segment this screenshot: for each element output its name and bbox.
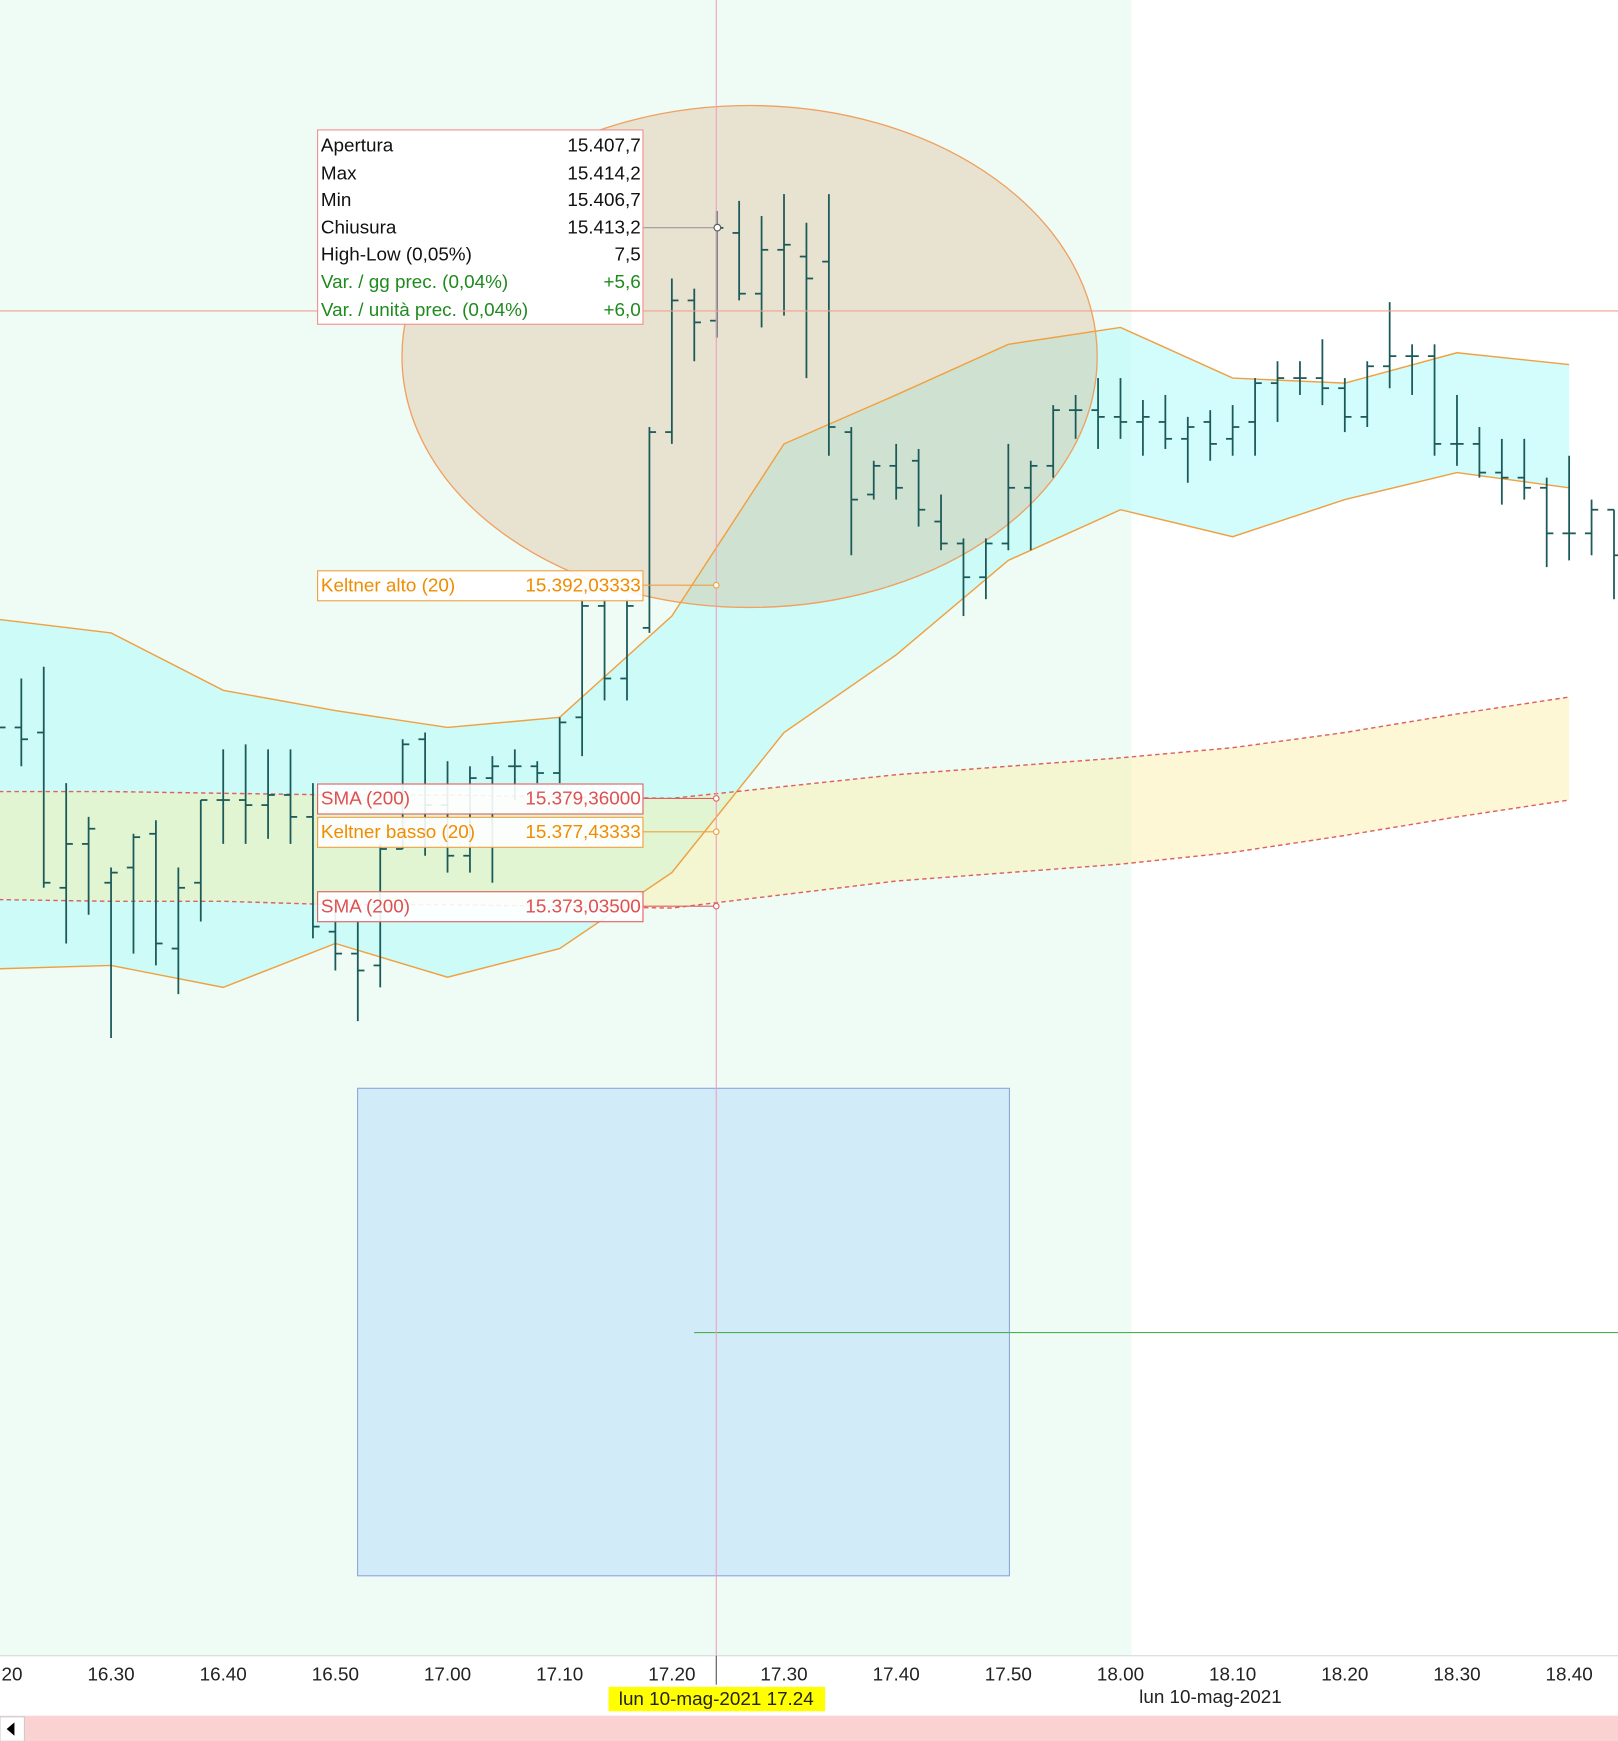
tooltip-label: Var. / unità prec. (0,04%): [321, 299, 528, 320]
label-name: Keltner basso (20): [321, 821, 475, 842]
tooltip-value: 15.413,2: [567, 217, 640, 238]
label-name: Keltner alto (20): [321, 574, 455, 595]
label-point: [712, 795, 720, 802]
scroll-left-arrow: [6, 1722, 15, 1736]
tooltip-label: Chiusura: [321, 217, 397, 238]
tooltip-label: Apertura: [321, 135, 394, 156]
price-label: Keltner alto (20) 15.392,03333: [317, 570, 720, 602]
x-tick-label: 17.20: [648, 1664, 695, 1685]
tooltip-value: 7,5: [615, 243, 641, 264]
label-box: [317, 570, 644, 602]
x-tick-label: 16.40: [200, 1664, 247, 1685]
x-tick-label: 17.50: [985, 1664, 1032, 1685]
tooltip-label: Var. / gg prec. (0,04%): [321, 271, 508, 292]
x-tick-label: 18.40: [1546, 1664, 1593, 1685]
x-tick-label: 17.00: [424, 1664, 471, 1685]
label-point: [712, 902, 720, 910]
date-caption: lun 10-mag-2021: [1139, 1686, 1282, 1707]
x-tick-label: 16.30: [87, 1664, 134, 1685]
scrollbar[interactable]: [0, 1715, 1618, 1741]
sma-fill: [0, 697, 1570, 909]
x-tick-label: 16.50: [312, 1664, 359, 1685]
label-name: SMA (200): [321, 895, 410, 916]
label-value: 15.377,43333: [525, 821, 640, 842]
keltner-lower-line: [0, 471, 1570, 989]
label-point: [712, 828, 720, 836]
tooltip-value: 15.407,7: [567, 135, 640, 156]
tooltip-value: +6,0: [604, 299, 641, 320]
tooltip-label: Max: [321, 162, 357, 183]
band-lines: [0, 326, 1570, 989]
price-label: SMA (200) 15.373,03500: [317, 891, 720, 923]
label-name: SMA (200): [321, 788, 410, 809]
tooltip-value: 15.406,7: [567, 189, 640, 210]
after-session-background: [1131, 0, 1618, 1656]
sma-lower-line: [0, 799, 1570, 909]
tooltip-value: 15.414,2: [567, 162, 640, 183]
label-value: 15.379,36000: [525, 788, 640, 809]
time-axis-labels: 16.20 16.30 16.40 16.50 17.00 17.10 17.20 17.30…: [0, 1664, 1593, 1685]
tooltip-box: [317, 129, 644, 325]
price-label: Keltner basso (20) 15.377,43333: [317, 816, 720, 848]
label-value: 15.392,03333: [525, 574, 640, 595]
label-point: [712, 581, 720, 589]
label-box: [317, 816, 644, 848]
label-box: [317, 891, 644, 923]
price-label: SMA (200) 15.379,36000: [317, 783, 720, 815]
x-tick-label: 18.00: [1097, 1664, 1144, 1685]
sma-upper-line: [0, 696, 1570, 800]
x-tick-label: 17.40: [873, 1664, 920, 1685]
tooltip: Apertura 15.407,7 Max 15.414,2 Min 15.40…: [317, 129, 644, 325]
x-tick-label: 18.30: [1433, 1664, 1480, 1685]
x-tick-label: 18.10: [1209, 1664, 1256, 1685]
keltner-upper-line: [0, 326, 1570, 729]
tooltip-label: High-Low (0,05%): [321, 243, 472, 264]
cursor-date: lun 10-mag-2021 17.24: [619, 1688, 814, 1709]
tooltip-value: +5,6: [604, 271, 641, 292]
label-value: 15.373,03500: [525, 895, 640, 916]
label-box: [317, 783, 644, 815]
x-tick-label: 18.20: [1321, 1664, 1368, 1685]
x-tick-label: 17.10: [536, 1664, 583, 1685]
tooltip-point: [713, 223, 722, 232]
x-tick-label: 16.20: [0, 1664, 22, 1685]
tooltip-label: Min: [321, 189, 351, 210]
cursor-date-highlight: [608, 1686, 826, 1712]
x-tick-label: 17.30: [760, 1664, 807, 1685]
